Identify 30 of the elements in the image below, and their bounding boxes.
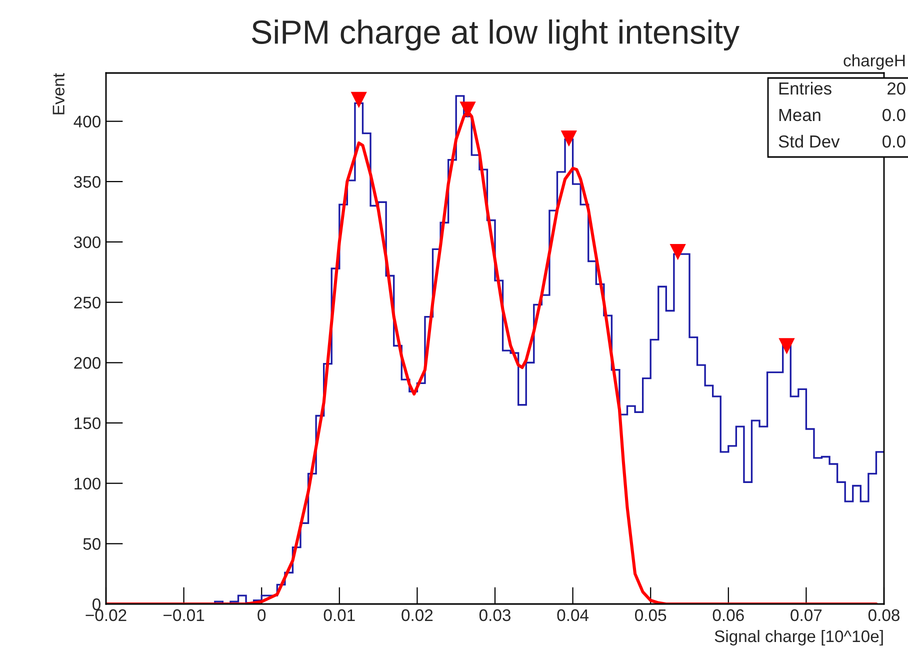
annotation: 0.0	[882, 135, 906, 148]
x-tick-label: 0.01	[324, 609, 355, 622]
x-tick-label: 0.05	[635, 609, 666, 622]
annotation: Mean	[779, 109, 820, 122]
text: chargeH	[844, 54, 905, 70]
y-tick-label: 300	[74, 236, 100, 248]
y-tick-label: 250	[74, 296, 100, 308]
y-axis-title: Event	[52, 73, 64, 114]
y-tick-label: 150	[74, 417, 100, 430]
annotation: Entries	[779, 82, 832, 95]
x-tick-label: 0	[258, 609, 266, 622]
y-tick-label: 50	[83, 538, 100, 550]
y-tick-label: 350	[74, 176, 100, 188]
annotation: 0.0	[882, 108, 906, 122]
x-tick-label: 0.03	[479, 609, 510, 622]
y-tick-label: 0	[92, 598, 100, 610]
x-tick-label: −0.01	[164, 609, 204, 622]
chart-title: SiPM charge at low light intensity	[252, 19, 740, 51]
text: 20	[888, 82, 906, 95]
x-tick-label: 0.02	[402, 609, 433, 622]
x-axis-title: Signal charge [10^10e]	[714, 630, 883, 646]
y-tick-label: 200	[74, 357, 100, 369]
x-tick-label: 0.04	[557, 609, 589, 622]
annotation: Std Dev	[778, 134, 840, 148]
y-tick-label: 100	[74, 478, 100, 490]
x-tick-label: 0.06	[712, 609, 744, 622]
y-tick-label: 400	[74, 116, 100, 128]
x-tick-label: −0.02	[86, 609, 126, 622]
x-tick-label: 0.08	[868, 609, 900, 622]
x-tick-label: 0.07	[790, 609, 822, 622]
